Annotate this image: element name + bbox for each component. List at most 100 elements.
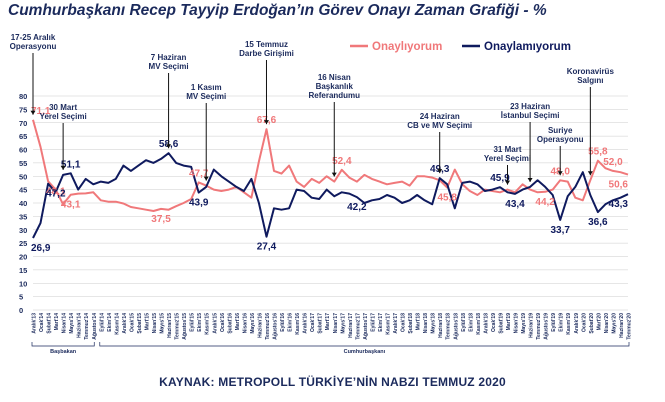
y-tick-label: 60 bbox=[19, 146, 27, 155]
x-tick-label: Ocak'19 bbox=[491, 313, 497, 332]
x-tick-label: Eylül'16 bbox=[280, 313, 286, 332]
x-tick-label: Temmuz'14 bbox=[84, 313, 90, 340]
x-tick-label: Eylül'19 bbox=[551, 313, 557, 332]
y-tick-label: 20 bbox=[19, 253, 27, 262]
event-label: 31 Mart Yerel Seçimi bbox=[484, 145, 531, 163]
y-tick-label: 15 bbox=[19, 266, 27, 275]
event-arrowhead bbox=[587, 171, 593, 176]
data-label-disapprove: 43,3 bbox=[609, 199, 629, 210]
y-tick-label: 40 bbox=[19, 199, 27, 208]
y-tick-label: 30 bbox=[19, 226, 27, 235]
x-tick-label: Nisan'17 bbox=[333, 313, 339, 334]
x-tick-label: Şubat'19 bbox=[498, 313, 504, 334]
x-tick-label: Ekim'19 bbox=[559, 313, 565, 332]
event-arrowhead bbox=[557, 171, 563, 176]
x-tick-label: Mayıs'18 bbox=[431, 313, 437, 334]
x-tick-label: Nisan'15 bbox=[152, 313, 158, 334]
data-label-disapprove: 47,2 bbox=[46, 189, 66, 200]
x-tick-label: Mart'15 bbox=[144, 313, 150, 331]
x-tick-label: Aralık'14 bbox=[122, 313, 128, 334]
event-arrowhead bbox=[331, 172, 337, 177]
x-tick-label: Aralık'13 bbox=[32, 313, 38, 334]
disapprove-line bbox=[32, 152, 629, 239]
x-tick-label: Şubat'17 bbox=[318, 313, 324, 334]
x-tick-label: Ağustos'18 bbox=[453, 313, 459, 340]
x-tick-label: Mayıs'17 bbox=[340, 313, 346, 334]
event-arrowhead bbox=[437, 169, 443, 174]
x-tick-label: Haziran'18 bbox=[438, 313, 444, 338]
x-tick-label: Mayıs'16 bbox=[250, 313, 256, 334]
x-tick-label: Ağustos'19 bbox=[544, 313, 550, 340]
y-tick-label: 5 bbox=[19, 293, 23, 302]
event-arrowhead bbox=[166, 144, 172, 149]
event-label: 24 Haziran CB ve MV Seçimi bbox=[407, 112, 472, 130]
x-tick-label: Ekim'16 bbox=[288, 313, 294, 332]
x-tick-label: Ocak'18 bbox=[401, 313, 407, 332]
event-arrowhead bbox=[60, 165, 66, 170]
x-tick-label: Temmuz'18 bbox=[446, 313, 452, 340]
x-tick-label: Nisan'18 bbox=[423, 313, 429, 334]
x-tick-label: Temmuz'19 bbox=[536, 313, 542, 340]
x-tick-label: Kasım'14 bbox=[114, 313, 120, 335]
x-tick-label: Eylül'17 bbox=[370, 313, 376, 332]
data-label-disapprove: 26,9 bbox=[31, 243, 51, 254]
event-label: 1 Kasım MV Seçimi bbox=[186, 83, 226, 101]
y-tick-label: 10 bbox=[19, 279, 27, 288]
data-label-disapprove: 43,4 bbox=[505, 199, 525, 210]
data-label-approve: 45,8 bbox=[438, 192, 458, 203]
x-tick-label: Kasım'15 bbox=[205, 313, 211, 335]
y-tick-label: 65 bbox=[19, 132, 27, 141]
y-tick-label: 75 bbox=[19, 105, 27, 114]
data-label-disapprove: 33,7 bbox=[550, 225, 570, 236]
y-tick-label: 55 bbox=[19, 159, 27, 168]
x-tick-label: Mart'16 bbox=[235, 313, 241, 331]
event-label: 15 Temmuz Darbe Girişimi bbox=[239, 40, 294, 58]
y-tick-label: 50 bbox=[19, 172, 27, 181]
data-label-approve: 48,1 bbox=[46, 186, 66, 197]
data-label-approve: 50,6 bbox=[609, 180, 629, 191]
x-tick-label: Ağustos'14 bbox=[92, 313, 98, 340]
data-label-disapprove: 51,1 bbox=[61, 159, 81, 170]
data-label-approve: 52,4 bbox=[332, 156, 352, 167]
event-arrowhead bbox=[203, 176, 209, 181]
x-tick-label: Ocak'14 bbox=[39, 313, 45, 332]
x-tick-label: Aralık'15 bbox=[212, 313, 218, 334]
x-tick-label: Kasım'18 bbox=[476, 313, 482, 335]
x-tick-label: Aralık'18 bbox=[483, 313, 489, 334]
y-tick-label: 70 bbox=[19, 119, 27, 128]
x-tick-label: Haziran'15 bbox=[167, 313, 173, 338]
x-tick-label: Nisan'14 bbox=[62, 313, 68, 334]
data-label-disapprove: 42,2 bbox=[347, 202, 367, 213]
x-tick-label: Ocak'15 bbox=[129, 313, 135, 332]
x-tick-label: Kasım'16 bbox=[295, 313, 301, 335]
data-label-approve: 71,1 bbox=[31, 106, 51, 117]
x-tick-label: Haziran'17 bbox=[348, 313, 354, 338]
x-tick-label: Ocak'16 bbox=[220, 313, 226, 332]
data-label-disapprove: 36,6 bbox=[588, 217, 608, 228]
x-tick-label: Mayıs'14 bbox=[69, 313, 75, 334]
event-label: 17-25 Aralık Operasyonu bbox=[10, 33, 57, 51]
x-tick-label: Şubat'16 bbox=[227, 313, 233, 334]
x-tick-label: Ekim'17 bbox=[378, 313, 384, 332]
data-label-approve: 47,7 bbox=[189, 168, 209, 179]
x-tick-label: Ocak'17 bbox=[310, 313, 316, 332]
legend-label-disapprove: Onaylamıyorum bbox=[484, 41, 571, 53]
x-tick-label: Temmuz'16 bbox=[265, 313, 271, 340]
x-tick-label: Temmuz'20 bbox=[627, 313, 633, 340]
x-tick-label: Mart'17 bbox=[325, 313, 331, 331]
source-caption: KAYNAK: METROPOLL TÜRKİYE’NİN NABZI TEMM… bbox=[159, 375, 506, 389]
x-tick-label: Ocak'20 bbox=[581, 313, 587, 332]
y-tick-label: 45 bbox=[19, 186, 27, 195]
event-label: 30 Mart Yerel Seçimi bbox=[40, 103, 87, 121]
event-label: Suriye Operasyonu bbox=[537, 126, 584, 144]
data-label-disapprove: 43,9 bbox=[189, 198, 209, 209]
x-tick-label: Haziran'19 bbox=[529, 313, 535, 338]
x-tick-label: Mayıs'15 bbox=[160, 313, 166, 334]
x-tick-label: Temmuz'15 bbox=[175, 313, 181, 340]
event-label: Koronavirüs Salgını bbox=[567, 67, 615, 85]
x-tick-label: Aralık'17 bbox=[393, 313, 399, 334]
x-tick-label: Kasım'17 bbox=[385, 313, 391, 335]
x-tick-label: Aralık'16 bbox=[303, 313, 309, 334]
period-label: Başbakan bbox=[50, 349, 77, 355]
